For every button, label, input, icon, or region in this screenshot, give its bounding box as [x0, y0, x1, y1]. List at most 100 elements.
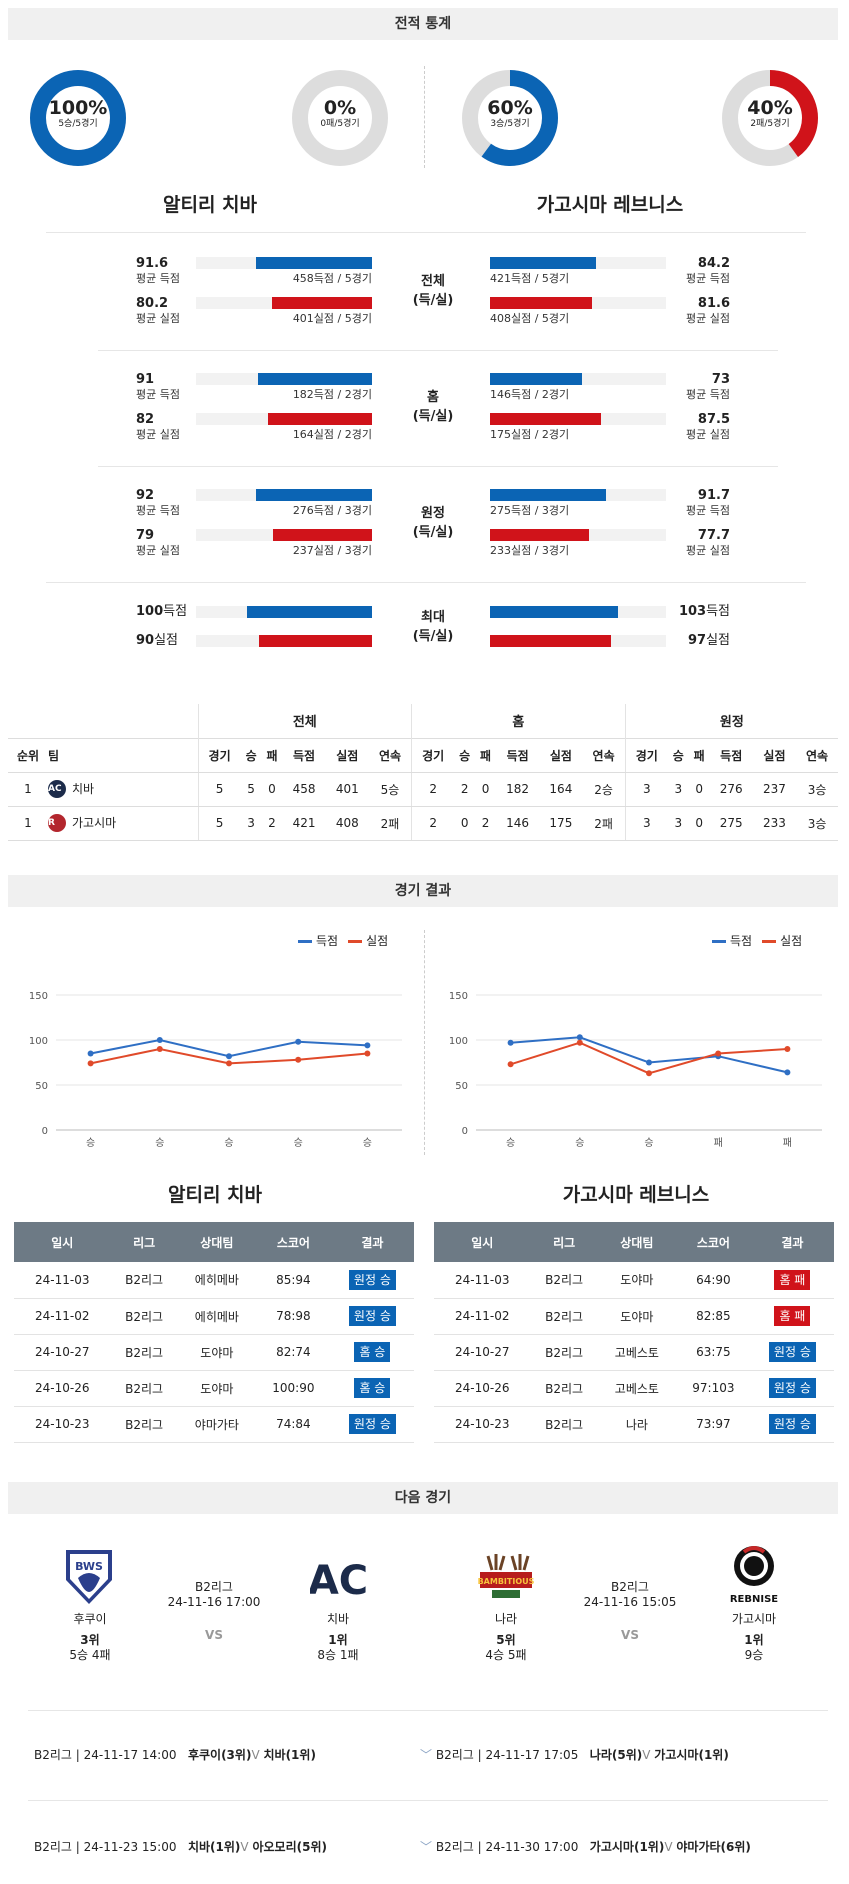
schedule-item[interactable]: ﹀ B2리그 | 24-11-17 17:05 나라(5위)V 가고시마(1위)	[420, 1748, 729, 1762]
chevron-down-icon: ﹀	[420, 1840, 433, 1854]
stat-cell: 237	[752, 772, 797, 807]
stat-cell: 2	[475, 806, 496, 841]
team-name-right: 가고시마 레브니스	[536, 194, 684, 216]
max-left-value: 90실점	[136, 633, 178, 649]
svg-text:AC: AC	[310, 1558, 366, 1604]
left-stat-label: 평균 실점	[136, 312, 180, 325]
chevron-down-icon: ﹀	[420, 1748, 433, 1762]
right-stat-bar	[490, 529, 589, 541]
left-stat-label: 평균 득점	[136, 504, 180, 517]
right-stat-label: 평균 실점	[686, 544, 730, 557]
donut-0	[30, 70, 126, 166]
date-cell: 24-10-26	[14, 1370, 111, 1407]
group-sub: (득/실)	[412, 629, 454, 644]
table-row: 24-10-23 B2리그 나라 73:97 원정 승	[434, 1406, 834, 1443]
score-cell: 63:75	[676, 1334, 751, 1371]
y-tick-label: 0	[42, 1126, 48, 1137]
left-stat-value: 91	[136, 372, 155, 387]
stat-cell: 0	[688, 806, 710, 841]
stat-cell: 146	[495, 806, 540, 841]
stat-group-title: 홈 (득/실)	[403, 388, 463, 426]
opp-cell: 고베스토	[597, 1370, 676, 1407]
result-cell: 원정 승	[750, 1334, 834, 1371]
right-stat-bar	[490, 297, 593, 309]
result-cell: 원정 승	[330, 1262, 414, 1299]
column-header: 경기	[411, 737, 455, 773]
stat-cell: 3	[667, 806, 689, 841]
data-point	[156, 1046, 163, 1052]
column-header: 승	[454, 737, 476, 773]
right-stat-bar	[490, 257, 596, 269]
league-cell: B2리그	[110, 1334, 178, 1371]
league-cell: B2리그	[110, 1370, 178, 1407]
chiba-logo: AC	[308, 1552, 368, 1604]
stat-cell: 401	[325, 772, 369, 807]
stat-cell: 3	[625, 772, 668, 807]
score-cell: 82:74	[256, 1334, 331, 1371]
legend-swatch-lost	[348, 940, 363, 943]
league-cell: B2리그	[530, 1334, 598, 1371]
max-unit: 실점	[706, 633, 730, 648]
stat-cell: 0	[454, 806, 476, 841]
data-point	[87, 1050, 94, 1057]
legend-lost: 실점	[780, 934, 803, 948]
column-header: 결과	[330, 1222, 414, 1262]
schedule-item[interactable]: B2리그 | 24-11-17 14:00 후쿠이(3위)V 치바(1위)	[34, 1748, 316, 1762]
max-num: 100	[136, 604, 164, 619]
legend-lost: 실점	[366, 934, 389, 948]
stat-cell: 2승	[582, 772, 626, 807]
column-header: 일시	[434, 1222, 531, 1262]
schedule-item[interactable]: B2리그 | 24-11-23 15:00 치바(1위)V 아오모리(5위)	[34, 1840, 327, 1854]
schedule-team2: 아오모리(5위)	[252, 1840, 327, 1854]
result-badge: 원정 승	[768, 1342, 816, 1362]
stat-cell: 2	[454, 772, 476, 807]
legend-swatch-score	[712, 940, 726, 943]
legend-score: 득점	[730, 934, 753, 948]
right-stat-caption: 275득점 / 3경기	[490, 504, 570, 517]
data-point	[715, 1050, 722, 1057]
column-header: 리그	[530, 1222, 598, 1262]
left-stat-label: 평균 실점	[136, 428, 180, 441]
right-stat-label: 평균 득점	[686, 272, 730, 285]
left-stat-label: 평균 실점	[136, 544, 180, 557]
team-name-left: 알티리 치바	[162, 194, 257, 216]
stat-cell: 3	[240, 806, 262, 841]
data-point	[87, 1060, 94, 1067]
group-name: 홈	[427, 390, 439, 405]
score-cell: 82:85	[676, 1298, 751, 1335]
column-header: 연속	[368, 737, 413, 773]
donut-3	[722, 70, 818, 166]
column-header: 경기	[625, 737, 668, 773]
schedule-team1: 후쿠이(3위)	[187, 1748, 252, 1762]
next-home-team: 나라 5위 4승 5패	[456, 1612, 556, 1663]
donut-2	[462, 70, 558, 166]
left-stat-value: 91.6	[136, 256, 169, 271]
score-cell: 73:97	[676, 1406, 751, 1443]
right-stat-value: 73	[711, 372, 730, 387]
left-stat-label: 평균 득점	[136, 388, 180, 401]
data-point	[784, 1069, 791, 1076]
stat-cell: 0	[261, 772, 283, 807]
team-cell: AC 치바	[48, 772, 199, 807]
win-rate-donut: 60% 3승/5경기	[462, 70, 558, 166]
schedule-item[interactable]: ﹀ B2리그 | 24-11-30 17:00 가고시마(1위)V 야마가타(6…	[420, 1840, 751, 1854]
next-game-info: B2리그 24-11-16 15:05 VS	[580, 1580, 680, 1643]
column-header: 연속	[582, 737, 626, 773]
result-cell: 원정 승	[750, 1370, 834, 1407]
data-point	[507, 1061, 514, 1068]
column-header: 스코어	[676, 1222, 751, 1262]
schedule-info: B2리그 | 24-11-23 15:00	[34, 1840, 177, 1854]
data-point	[364, 1050, 371, 1057]
line-chart-right: 0 50 100 150 승 승 승 패 패	[449, 991, 822, 1149]
y-tick-label: 150	[449, 991, 468, 1002]
table-row: 24-10-27 B2리그 도야마 82:74 홈 승	[14, 1334, 414, 1371]
section-header-next: 다음 경기	[8, 1482, 838, 1514]
table-row: 1 R 가고시마 5 3 2 421 408 2패 2 0 2 146 175 2패 3 3 0 275 233 3승	[8, 806, 838, 841]
table-row: 24-11-02 B2리그 에히메바 78:98 원정 승	[14, 1298, 414, 1335]
y-tick-label: 100	[29, 1036, 48, 1047]
team-name: 나라	[494, 1612, 518, 1626]
win-rate-donut: 100% 5승/5경기	[30, 70, 126, 166]
right-stat-caption: 408실점 / 5경기	[490, 312, 570, 325]
column-header: 실점	[325, 737, 369, 773]
left-stat-bar	[257, 373, 372, 385]
